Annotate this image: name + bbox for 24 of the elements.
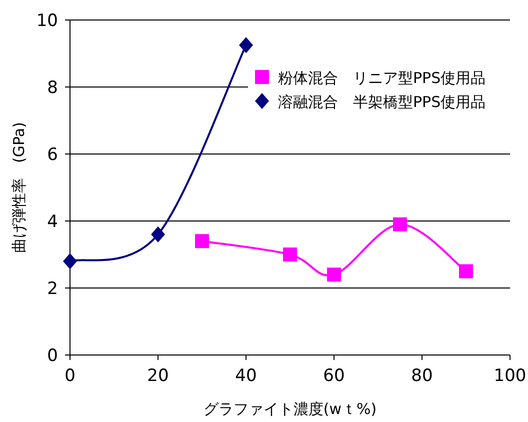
x-tick-label: 20: [147, 366, 169, 386]
x-tick-label: 40: [235, 366, 257, 386]
x-tick-label: 80: [411, 366, 433, 386]
point: [239, 37, 253, 54]
x-tick-label: 100: [494, 366, 526, 386]
point: [283, 248, 297, 262]
y-tick-label: 6: [47, 145, 58, 165]
y-axis-title: 曲げ弾性率 (GPa): [10, 122, 28, 253]
point: [63, 253, 77, 270]
legend-label: 粉体混合 リニア型PPS使用品: [278, 69, 486, 87]
y-tick-label: 4: [47, 212, 58, 232]
y-tick-label: 2: [47, 279, 58, 299]
point: [151, 226, 165, 242]
y-tick-label: 10: [36, 11, 58, 31]
x-tick-label: 0: [64, 366, 76, 386]
point: [195, 234, 209, 248]
x-tick-label: 60: [323, 366, 345, 386]
point: [393, 217, 407, 232]
y-tick-label: 8: [47, 78, 58, 98]
legend-label: 溶融混合 半架橋型PPS使用品: [278, 93, 486, 111]
y-tick-label: 0: [47, 346, 58, 366]
point: [459, 264, 473, 278]
x-axis-title: グラファイト濃度(wｔ%): [203, 400, 377, 418]
point: [327, 268, 341, 282]
